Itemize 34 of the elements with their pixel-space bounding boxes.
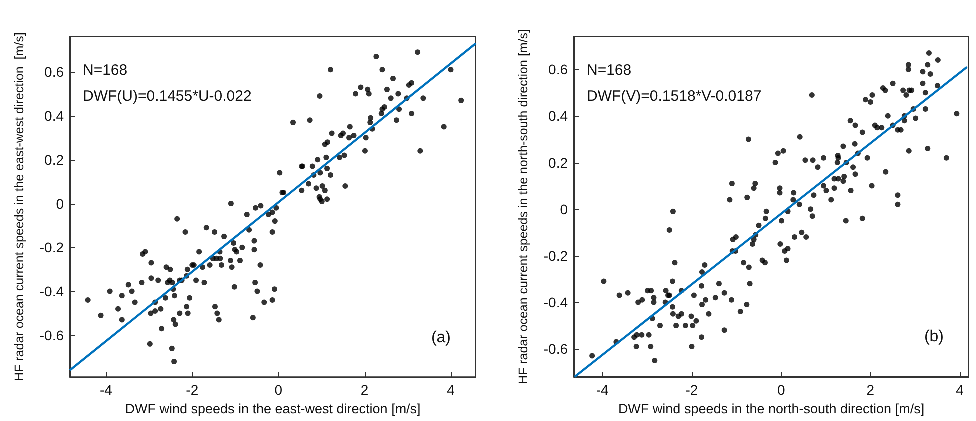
x-tick-label: 4 xyxy=(956,382,964,398)
y-tick-label: 0.6 xyxy=(548,62,568,78)
annotation: N=168 xyxy=(587,62,632,79)
y-tick-label: -0.2 xyxy=(40,240,64,256)
x-tick-label: 2 xyxy=(360,382,369,398)
annotation: N=168 xyxy=(83,62,128,79)
annotation: (b) xyxy=(924,328,944,346)
y-axis-title: HF radar ocean current speeds in the east-west direction [m/s] xyxy=(12,32,26,382)
y-tick-label: -0.6 xyxy=(40,327,64,344)
y-axis-title: HF radar ocean current speeds in the north-south direction [m/s] xyxy=(516,29,530,385)
y-tick-label: -0.6 xyxy=(544,341,568,358)
y-tick-label: -0.4 xyxy=(544,294,568,310)
x-axis-title: DWF wind speeds in the east-west direction [m/s] xyxy=(125,402,421,416)
y-tick-label: 0.2 xyxy=(548,154,568,171)
y-tick-label: 0.6 xyxy=(44,64,64,80)
x-tick-label: -4 xyxy=(596,382,610,398)
x-tick-label: 4 xyxy=(447,382,456,398)
y-tick-label: -0.2 xyxy=(544,248,568,264)
y-tick-label: 0.4 xyxy=(44,108,64,124)
x-tick-label: 2 xyxy=(866,382,875,398)
y-tick-label: -0.4 xyxy=(40,284,64,300)
x-axis-title: DWF wind speeds in the north-south direction [m/s] xyxy=(618,401,925,416)
annotation: DWF(U)=0.1455*U-0.022 xyxy=(83,88,252,105)
annotation: (a) xyxy=(431,330,452,346)
y-tick-label: 0 xyxy=(560,201,568,218)
y-tick-label: 0.2 xyxy=(44,152,64,168)
x-tick-label: -2 xyxy=(186,382,199,398)
x-tick-label: 0 xyxy=(274,382,283,398)
y-tick-label: 0.4 xyxy=(548,108,568,124)
x-tick-label: -4 xyxy=(100,382,113,398)
x-tick-label: -2 xyxy=(686,382,698,398)
y-tick-label: 0 xyxy=(56,196,64,212)
annotation: DWF(V)=0.1518*V-0.0187 xyxy=(587,88,762,105)
x-tick-label: 0 xyxy=(777,382,786,398)
